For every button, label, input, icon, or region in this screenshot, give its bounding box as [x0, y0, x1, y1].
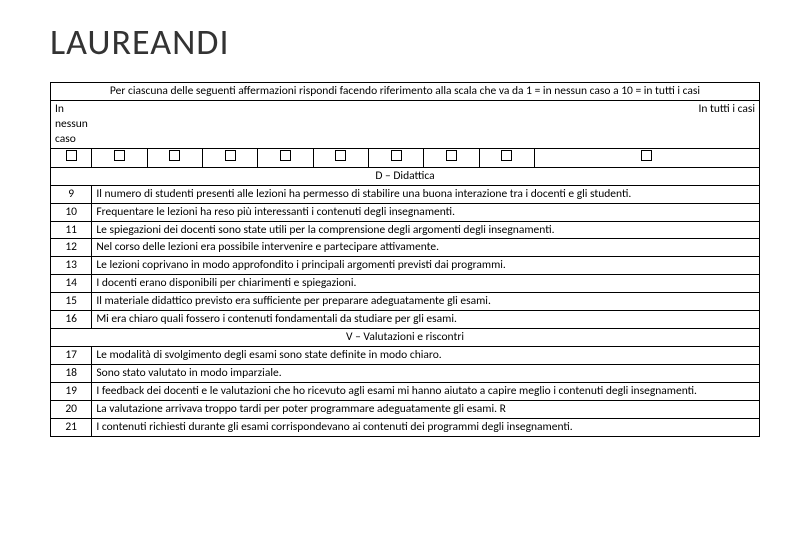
scale-checkbox[interactable]	[368, 148, 423, 167]
question-row: 20La valutazione arrivava troppo tardi p…	[51, 400, 760, 418]
question-row: 21I contenuti richiesti durante gli esam…	[51, 418, 760, 436]
question-number: 14	[51, 275, 92, 293]
section-header: V – Valutazioni e riscontri	[51, 329, 760, 347]
scale-label-left: In nessun caso	[51, 100, 92, 148]
questionnaire-table: Per ciascuna delle seguenti affermazioni…	[50, 82, 760, 437]
scale-checkbox[interactable]	[534, 148, 759, 167]
scale-checkbox[interactable]	[147, 148, 202, 167]
question-row: 16Mi era chiaro quali fossero i contenut…	[51, 311, 760, 329]
question-text: Sono stato valutato in modo imparziale.	[92, 365, 760, 383]
instruction-text: Per ciascuna delle seguenti affermazioni…	[51, 83, 760, 101]
question-number: 10	[51, 203, 92, 221]
question-number: 13	[51, 257, 92, 275]
page-title: LAUREANDI	[50, 20, 760, 64]
question-row: 12Nel corso delle lezioni era possibile …	[51, 239, 760, 257]
scale-checkbox[interactable]	[202, 148, 257, 167]
question-text: La valutazione arrivava troppo tardi per…	[92, 400, 760, 418]
question-row: 13Le lezioni coprivano in modo approfond…	[51, 257, 760, 275]
question-row: 10Frequentare le lezioni ha reso più int…	[51, 203, 760, 221]
question-text: Nel corso delle lezioni era possibile in…	[92, 239, 760, 257]
scale-checkbox[interactable]	[424, 148, 479, 167]
question-text: Le spiegazioni dei docenti sono state ut…	[92, 221, 760, 239]
question-text: I feedback dei docenti e le valutazioni …	[92, 382, 760, 400]
question-text: Mi era chiaro quali fossero i contenuti …	[92, 311, 760, 329]
question-number: 21	[51, 418, 92, 436]
scale-checkbox[interactable]	[92, 148, 147, 167]
question-row: 19I feedback dei docenti e le valutazion…	[51, 382, 760, 400]
section-header: D – Didattica	[51, 167, 760, 185]
question-text: Il numero di studenti presenti alle lezi…	[92, 185, 760, 203]
scale-label-right: In tutti i casi	[534, 100, 759, 148]
question-number: 15	[51, 293, 92, 311]
question-text: Il materiale didattico previsto era suff…	[92, 293, 760, 311]
question-number: 19	[51, 382, 92, 400]
question-text: Le lezioni coprivano in modo approfondit…	[92, 257, 760, 275]
question-number: 16	[51, 311, 92, 329]
scale-checkbox[interactable]	[479, 148, 534, 167]
question-row: 9Il numero di studenti presenti alle lez…	[51, 185, 760, 203]
scale-checkbox[interactable]	[51, 148, 92, 167]
question-text: Frequentare le lezioni ha reso più inter…	[92, 203, 760, 221]
question-number: 12	[51, 239, 92, 257]
question-row: 14I docenti erano disponibili per chiari…	[51, 275, 760, 293]
question-row: 15Il materiale didattico previsto era su…	[51, 293, 760, 311]
question-row: 18Sono stato valutato in modo imparziale…	[51, 365, 760, 383]
question-number: 18	[51, 365, 92, 383]
question-text: Le modalità di svolgimento degli esami s…	[92, 347, 760, 365]
question-row: 17Le modalità di svolgimento degli esami…	[51, 347, 760, 365]
question-row: 11Le spiegazioni dei docenti sono state …	[51, 221, 760, 239]
question-number: 9	[51, 185, 92, 203]
question-text: I docenti erano disponibili per chiarime…	[92, 275, 760, 293]
scale-checkbox[interactable]	[313, 148, 368, 167]
question-number: 20	[51, 400, 92, 418]
scale-checkbox[interactable]	[258, 148, 313, 167]
question-text: I contenuti richiesti durante gli esami …	[92, 418, 760, 436]
question-number: 11	[51, 221, 92, 239]
question-number: 17	[51, 347, 92, 365]
